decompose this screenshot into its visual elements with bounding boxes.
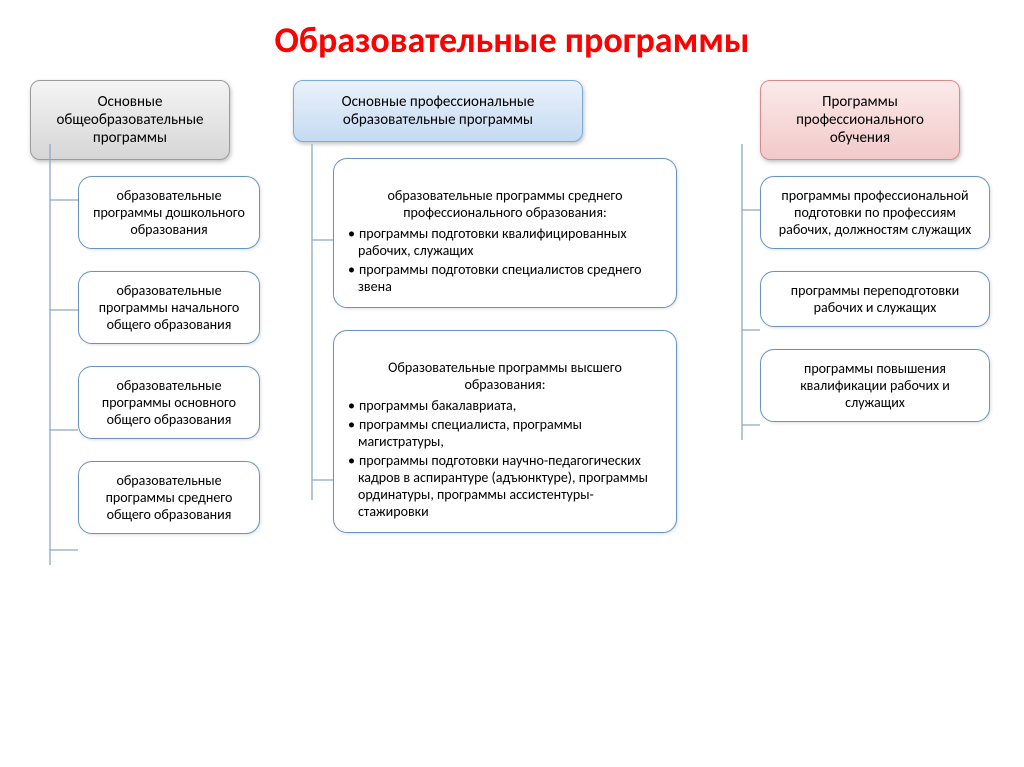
diagram-title: Образовательные программы: [0, 18, 1024, 62]
child-basic-general: образовательные программы основного обще…: [78, 366, 260, 439]
child-retraining: программы переподготовки рабочих и служа…: [760, 271, 990, 327]
higher-bullet-2: программы специалиста, программы магистр…: [348, 416, 662, 450]
header-professional-education: Основные профессиональные образовательны…: [293, 80, 583, 142]
column-general-education: Основные общеобразовательные программы о…: [30, 80, 260, 556]
column-professional-education: Основные профессиональные образовательны…: [293, 80, 677, 555]
spo-bullet-2: программы подготовки специалистов средне…: [348, 261, 662, 295]
child-primary-general: образовательные программы начального общ…: [78, 271, 260, 344]
spo-bullets: программы подготовки квалифицированных р…: [348, 225, 662, 295]
header-vocational-training: Программы профессионального обучения: [760, 80, 960, 160]
child-qualification-upgrade: программы повышения квалификации рабочих…: [760, 349, 990, 422]
higher-bullet-1: программы бакалавриата,: [348, 397, 662, 414]
child-spo: образовательные программы среднего профе…: [333, 158, 677, 308]
header-general-education: Основные общеобразовательные программы: [30, 80, 230, 160]
child-secondary-general: образовательные программы среднего общег…: [78, 461, 260, 534]
child-higher: Образовательные программы высшего образо…: [333, 330, 677, 533]
higher-lead: Образовательные программы высшего образо…: [348, 359, 662, 393]
spo-bullet-1: программы подготовки квалифицированных р…: [348, 225, 662, 259]
child-preschool: образовательные программы дошкольного об…: [78, 176, 260, 249]
higher-bullets: программы бакалавриата, программы специа…: [348, 397, 662, 520]
spo-lead: образовательные программы среднего профе…: [348, 187, 662, 221]
child-vocational-prep: программы профессиональной подготовки по…: [760, 176, 990, 249]
column-vocational-training: Программы профессионального обучения про…: [720, 80, 990, 444]
higher-bullet-3: программы подготовки научно-педагогическ…: [348, 452, 662, 520]
